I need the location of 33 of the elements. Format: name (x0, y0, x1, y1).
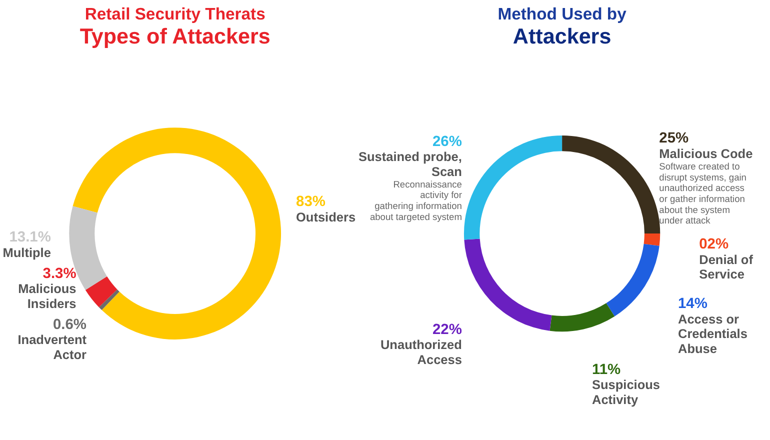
donut-slice (644, 234, 660, 246)
data-label: 83% (296, 194, 326, 210)
chart-title: Retail Security Therats (84, 4, 266, 24)
donut-slice (550, 303, 615, 332)
slice-label: Unauthorized Access (380, 337, 462, 367)
donut-slice (464, 238, 552, 331)
chart-subtitle: Types of Attackers (80, 23, 270, 48)
donut-slice (606, 244, 660, 316)
slice-label: Sustained probe, Scan (358, 149, 462, 179)
slice-label: Malicious Code (659, 146, 753, 162)
text: Reconnaissance activity for gathering information about targeted system (370, 179, 462, 222)
slice-label: Denial of Service (699, 252, 754, 282)
slice-label: Suspicious Activity (592, 377, 660, 407)
slice-label: Multiple (2, 244, 51, 260)
data-label: 0.6% (52, 316, 86, 333)
data-label: 11% (592, 362, 621, 378)
chart-title: Method Used by (498, 4, 628, 24)
text: Software created to disrupt systems, gain unauthorized access or gather information about the system under attack (659, 162, 746, 226)
donut-slice (85, 276, 118, 308)
slice-label: Malicious Insiders (18, 281, 76, 311)
data-label: 14% (678, 296, 708, 312)
chart-subtitle: Attackers (512, 23, 612, 48)
donut-slice (464, 135, 562, 240)
slice-label: Access or Credentials Abuse (678, 311, 748, 356)
data-label: 26% (432, 134, 462, 150)
slice-label: Outsiders (296, 209, 356, 224)
data-label: 22% (432, 322, 462, 338)
data-label: 3.3% (42, 266, 76, 282)
slice-label: Inadvertent Actor (18, 332, 88, 362)
data-label: 02% (699, 236, 729, 252)
donut-slice (98, 289, 120, 310)
data-label: 25% (659, 130, 689, 147)
donut-slice (562, 135, 660, 234)
